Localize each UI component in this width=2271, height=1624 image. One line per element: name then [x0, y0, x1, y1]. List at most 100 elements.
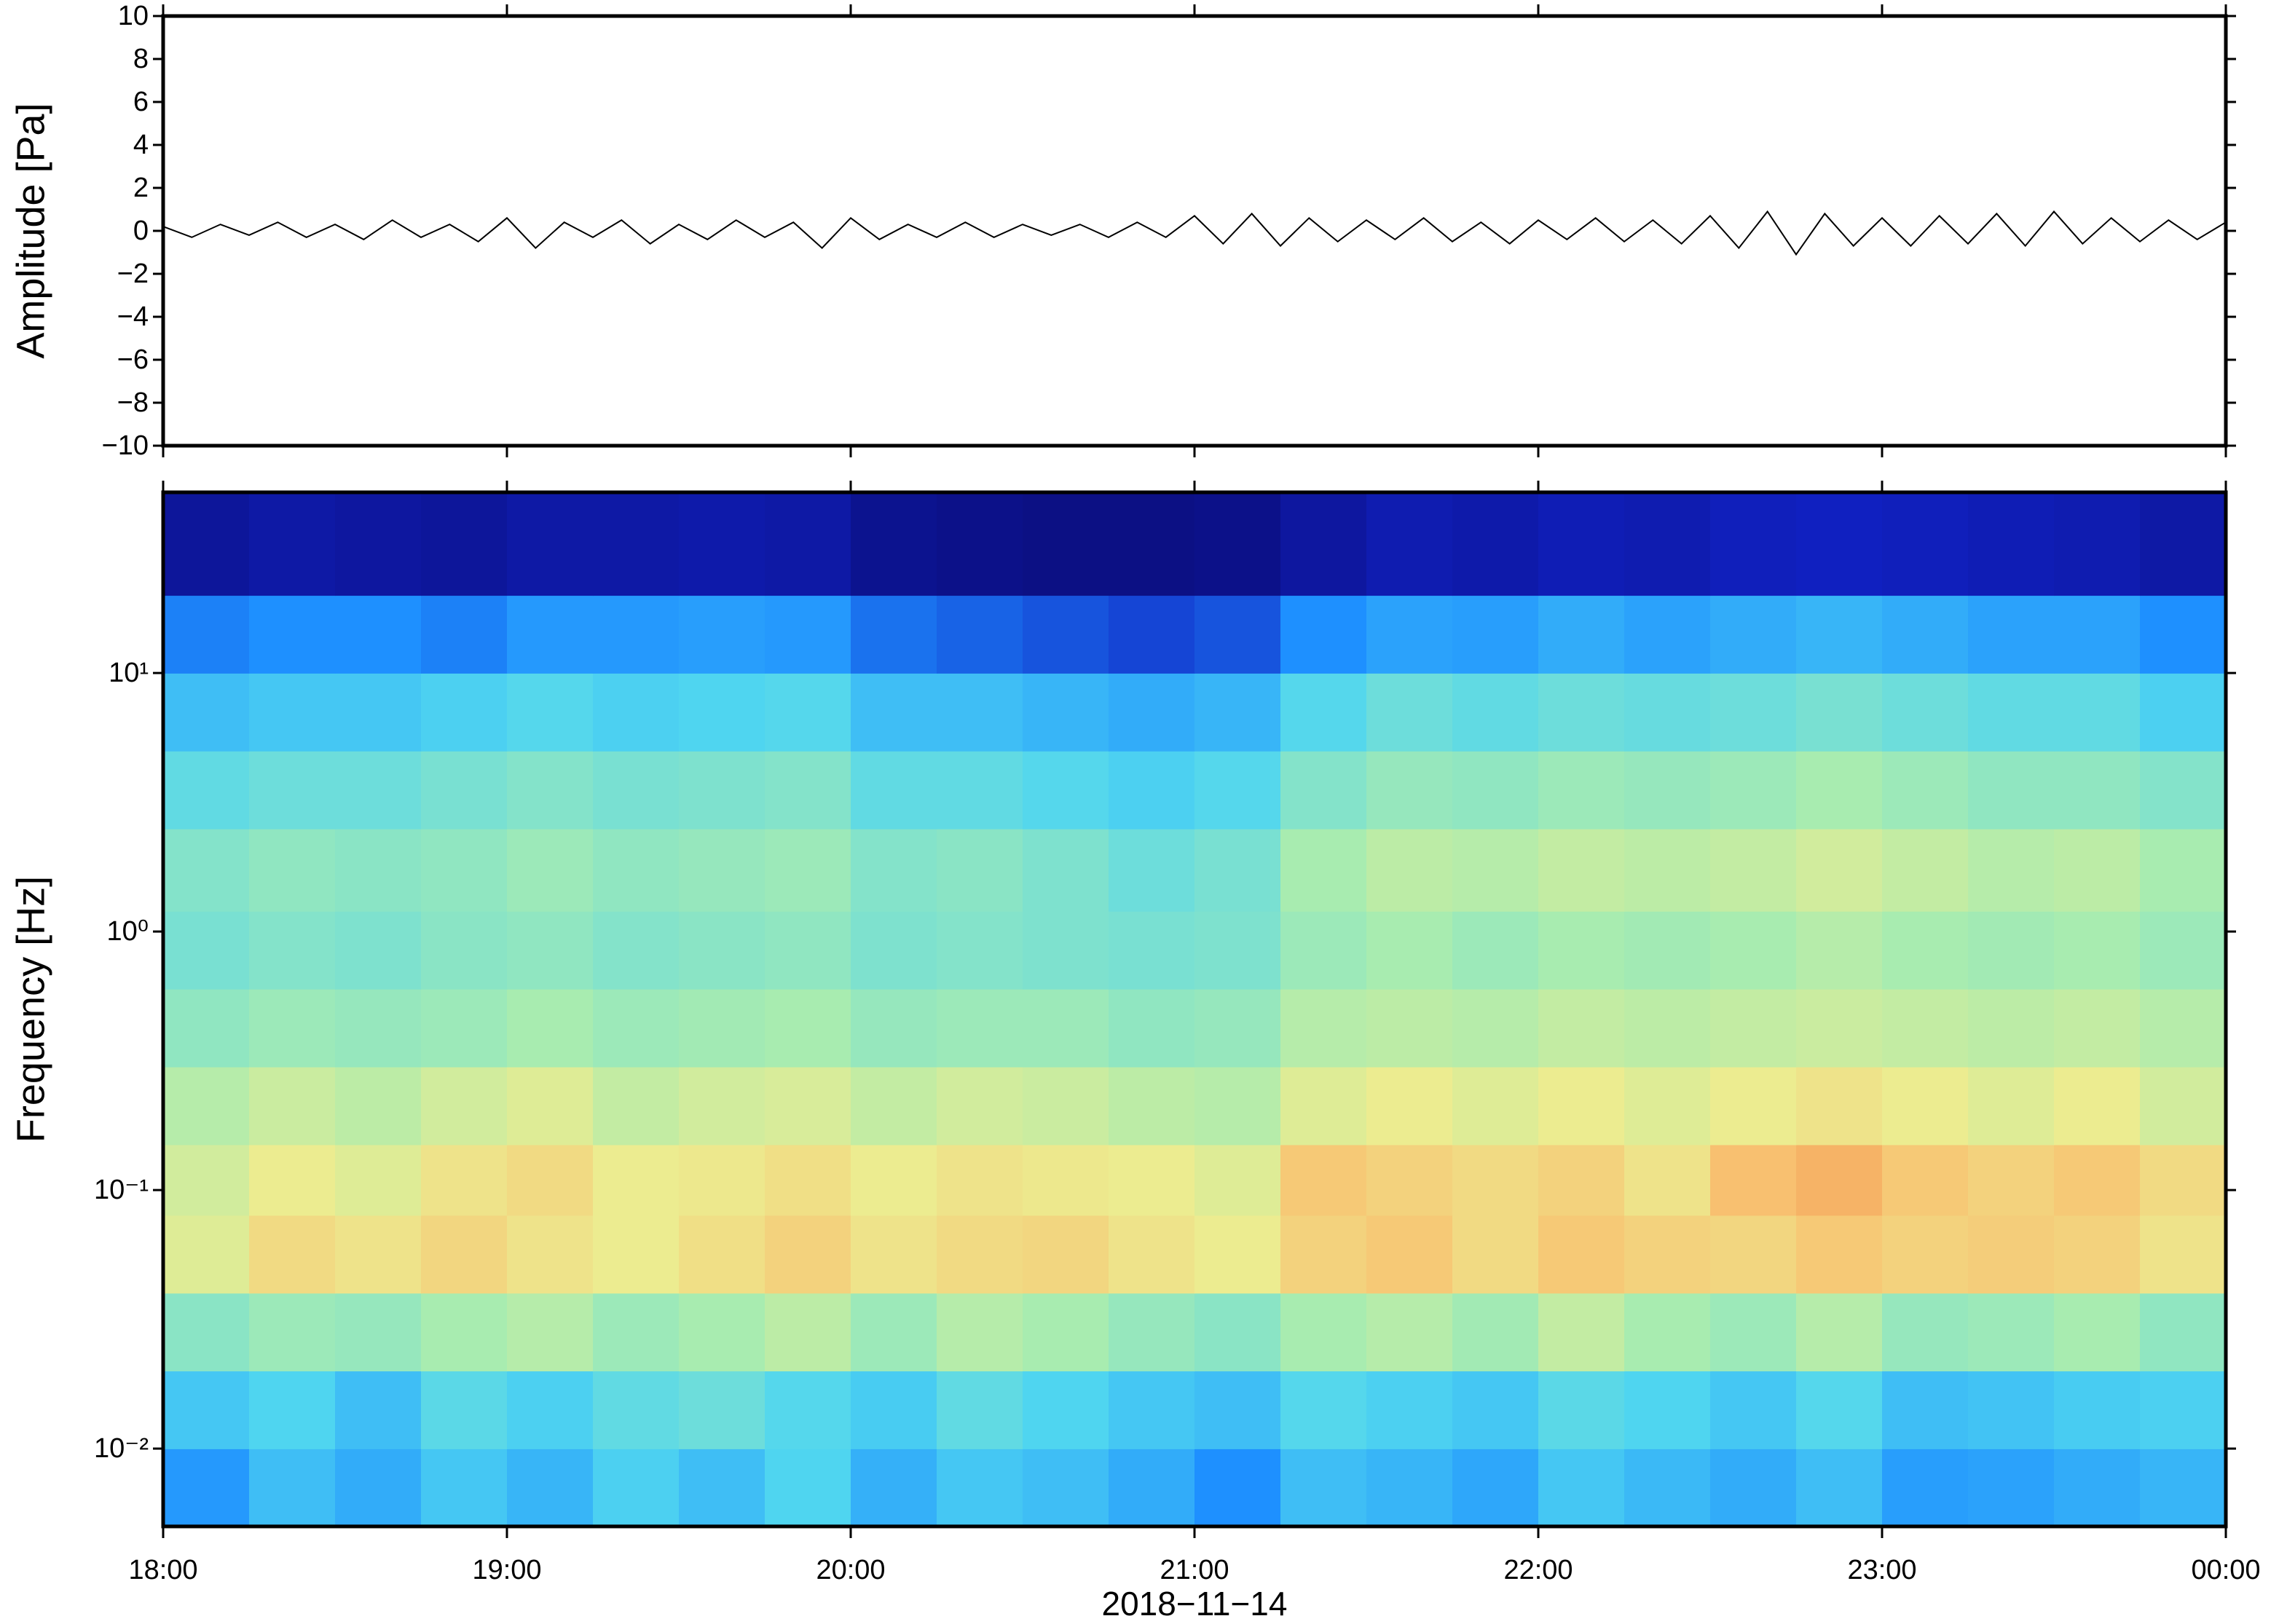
- heatmap-cell: [679, 595, 765, 674]
- heatmap-cell: [1280, 1293, 1367, 1372]
- heatmap-cell: [1710, 1066, 1797, 1146]
- heatmap-cell: [765, 988, 851, 1068]
- heatmap-cell: [937, 751, 1023, 829]
- heatmap-cell: [1796, 911, 1883, 990]
- heatmap-cell: [2054, 1293, 2141, 1372]
- heatmap-cell: [1452, 1293, 1539, 1372]
- heatmap-cell: [1796, 1215, 1883, 1294]
- heatmap-cell: [679, 828, 765, 912]
- heatmap-cell: [765, 1371, 851, 1449]
- heatmap-cell: [1624, 595, 1711, 674]
- heatmap-cell: [1109, 595, 1195, 674]
- heatmap-cell: [1194, 1144, 1281, 1216]
- heatmap-cell: [1280, 1448, 1367, 1527]
- heatmap-cell: [851, 1215, 937, 1294]
- heatmap-cell: [249, 1448, 336, 1527]
- heatmap-cell: [1882, 1293, 1969, 1372]
- heatmap-cell: [937, 1215, 1023, 1294]
- heatmap-cell: [1882, 828, 1969, 912]
- heatmap-cell: [1710, 492, 1797, 596]
- heatmap-cell: [679, 673, 765, 752]
- heatmap-cell: [1280, 1144, 1367, 1216]
- heatmap-cell: [765, 1215, 851, 1294]
- heatmap-cell: [851, 911, 937, 990]
- y-tick-label: 10⁻¹: [94, 1175, 149, 1205]
- heatmap-cell: [679, 1448, 765, 1527]
- heatmap-cell: [679, 988, 765, 1068]
- heatmap-cell: [2054, 911, 2141, 990]
- heatmap-cell: [249, 1066, 336, 1146]
- heatmap-cell: [1194, 1215, 1281, 1294]
- heatmap-cell: [765, 1448, 851, 1527]
- heatmap-cell: [937, 988, 1023, 1068]
- heatmap-cell: [1023, 595, 1109, 674]
- heatmap-cell: [1109, 1215, 1195, 1294]
- heatmap-cell: [1194, 1448, 1281, 1527]
- heatmap-cell: [1194, 911, 1281, 990]
- heatmap-cell: [507, 911, 594, 990]
- heatmap-cell: [851, 751, 937, 829]
- heatmap-cell: [2140, 492, 2227, 596]
- heatmap-cell: [937, 1066, 1023, 1146]
- heatmap-cell: [2140, 595, 2227, 674]
- heatmap-cell: [335, 492, 422, 596]
- y-tick-label: −2: [117, 259, 149, 289]
- heatmap-cell: [2140, 1293, 2227, 1372]
- heatmap-cell: [249, 988, 336, 1068]
- y-tick-label: −10: [102, 430, 149, 461]
- heatmap-cell: [1796, 673, 1883, 752]
- heatmap-cell: [1023, 1215, 1109, 1294]
- heatmap-cell: [1968, 1448, 2055, 1527]
- heatmap-cell: [1796, 595, 1883, 674]
- heatmap-cell: [679, 492, 765, 596]
- heatmap-cell: [1710, 988, 1797, 1068]
- heatmap-cell: [1624, 1215, 1711, 1294]
- heatmap-cell: [1538, 751, 1625, 829]
- heatmap-cell: [1624, 751, 1711, 829]
- heatmap-cell: [937, 1293, 1023, 1372]
- heatmap-cell: [1194, 1066, 1281, 1146]
- heatmap-cell: [765, 751, 851, 829]
- heatmap-cell: [851, 595, 937, 674]
- heatmap-cell: [1280, 1215, 1367, 1294]
- heatmap-cell: [2054, 1448, 2141, 1527]
- heatmap-cell: [593, 1066, 680, 1146]
- heatmap-cell: [1710, 751, 1797, 829]
- heatmap-cell: [1109, 492, 1195, 596]
- heatmap-cell: [593, 911, 680, 990]
- heatmap-cell: [1538, 1066, 1625, 1146]
- heatmap-cell: [1366, 751, 1453, 829]
- heatmap-cell: [335, 1448, 422, 1527]
- y-tick-label: 10: [118, 1, 149, 31]
- heatmap-cell: [1710, 595, 1797, 674]
- heatmap-cell: [163, 1144, 250, 1216]
- heatmap-cell: [679, 751, 765, 829]
- heatmap-cell: [507, 828, 594, 912]
- heatmap-cell: [421, 1144, 508, 1216]
- heatmap-cell: [1109, 1448, 1195, 1527]
- heatmap-cell: [1109, 988, 1195, 1068]
- heatmap-cell: [2054, 751, 2141, 829]
- heatmap-cell: [163, 595, 250, 674]
- heatmap-cell: [1882, 492, 1969, 596]
- heatmap-cell: [1882, 1215, 1969, 1294]
- plot-frame: [161, 14, 2228, 448]
- heatmap-cell: [1280, 828, 1367, 912]
- heatmap-cell: [1280, 911, 1367, 990]
- heatmap-cell: [937, 828, 1023, 912]
- heatmap-cell: [1366, 988, 1453, 1068]
- heatmap-cell: [593, 988, 680, 1068]
- heatmap-cell: [335, 673, 422, 752]
- y-tick-label: −4: [117, 301, 149, 332]
- heatmap-cell: [2054, 1066, 2141, 1146]
- y-tick-label: 0: [133, 216, 149, 246]
- heatmap-cell: [1366, 911, 1453, 990]
- heatmap-cell: [2054, 1144, 2141, 1216]
- heatmap-cell: [1538, 1215, 1625, 1294]
- heatmap-cell: [1796, 988, 1883, 1068]
- y-tick-label: 10¹: [109, 658, 149, 688]
- heatmap-cell: [1968, 1215, 2055, 1294]
- heatmap-cell: [507, 1293, 594, 1372]
- y-tick-label: 8: [133, 44, 149, 74]
- heatmap-cell: [593, 1293, 680, 1372]
